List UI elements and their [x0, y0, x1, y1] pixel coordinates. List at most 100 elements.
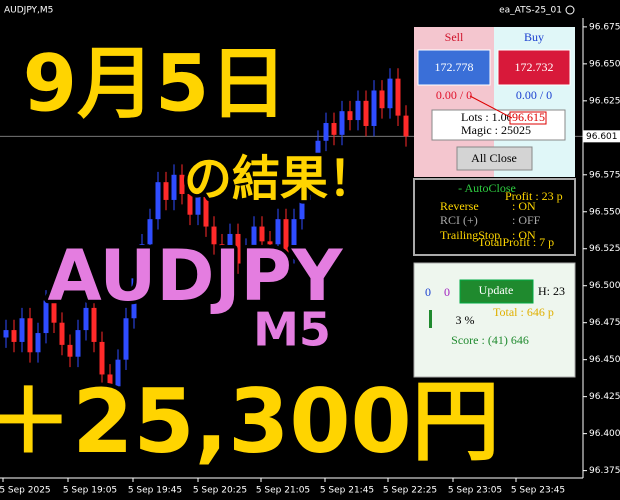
y-tick-label: 96.675 [589, 22, 620, 32]
y-tick-label: 96.475 [589, 318, 620, 328]
price-link [469, 95, 513, 119]
candle-body [259, 226, 265, 242]
y-tick-label: 96.400 [589, 429, 620, 439]
candle-body [379, 90, 385, 109]
y-tick-label: 96.500 [589, 281, 620, 291]
candle-body [227, 233, 233, 257]
candle-body [371, 90, 377, 126]
x-tick-label: 5 Sep 23:05 [448, 486, 502, 496]
candle-body [155, 182, 161, 220]
x-tick-label: 5 Sep 23:45 [511, 486, 565, 496]
price-box[interactable] [509, 111, 547, 125]
sell-button[interactable] [417, 49, 491, 86]
x-tick-label: 5 Sep 19:45 [128, 486, 182, 496]
candle-body [107, 374, 113, 387]
buy-price: 172.732 [515, 60, 554, 74]
candle-body [219, 244, 225, 257]
total: Total : 646 p [493, 305, 554, 319]
candle-body [355, 100, 361, 121]
overlay-pair: AUDJPY [47, 235, 343, 317]
trailing: TrailingStop [440, 228, 500, 242]
candle-body [3, 330, 9, 338]
candle-body [131, 278, 137, 319]
current-price-label: 96.601 [586, 132, 618, 142]
candle-body [347, 111, 353, 121]
candle-body [115, 359, 121, 387]
candle-body [179, 174, 185, 195]
candle-body [83, 307, 89, 331]
score: Score : (41) 646 [451, 333, 529, 347]
y-tick-label: 96.525 [589, 244, 620, 254]
overlay-result: の結果！ [184, 151, 376, 207]
x-tick-label: 5 Sep 22:25 [383, 486, 437, 496]
candle-body [35, 333, 41, 353]
y-tick-label: 96.625 [589, 96, 620, 106]
x-tick-label: 5 Sep 21:45 [320, 486, 374, 496]
candle-body [67, 344, 73, 357]
overlay-profit: ＋25,300円 [0, 370, 500, 473]
candle-body [171, 174, 177, 200]
total-profit: TotalProfit : 7 p [478, 235, 554, 249]
y-tick-label: 96.425 [589, 392, 620, 402]
count-b: 0 [444, 285, 450, 299]
reverse-value: : ON [512, 199, 536, 213]
candle-body [387, 78, 393, 109]
profit: Profit : 23 p [505, 189, 563, 203]
update-button-label: Update [479, 283, 514, 297]
candle-body [43, 300, 49, 334]
candle-body [307, 167, 313, 190]
indicator-bar [429, 310, 432, 328]
candle-body [123, 318, 129, 360]
auto-close: - AutoClose [458, 181, 516, 195]
y-tick-label: 96.650 [589, 59, 620, 69]
hours: H: 23 [538, 284, 565, 298]
reverse: Reverse [440, 199, 479, 213]
candle-body [323, 123, 329, 141]
price-label-bg [583, 130, 620, 143]
candle-body [27, 318, 33, 353]
count-a: 0 [425, 285, 431, 299]
status-panel [413, 178, 576, 256]
overlay-timeframe: M5 [253, 303, 331, 357]
candle-body [59, 322, 65, 345]
y-tick-label: 96.375 [589, 466, 620, 476]
candle-body [275, 219, 281, 245]
candle-body [339, 111, 345, 135]
buy-position: 0.00 / 0 [516, 88, 552, 102]
trailing-value: : ON [512, 228, 536, 242]
candles [3, 68, 409, 397]
buy-button[interactable] [497, 49, 571, 86]
x-tick-label: 5 Sep 19:05 [63, 486, 117, 496]
percent: 3 % [456, 313, 475, 327]
sell-position: 0.00 / 0 [436, 88, 472, 102]
candle-body [299, 189, 305, 220]
x-tick-label: 5 Sep 2025 [0, 486, 51, 496]
candle-body [395, 78, 401, 116]
candle-body [211, 226, 217, 245]
candle-body [11, 330, 17, 342]
window-title: AUDJPY,M5 [4, 6, 53, 16]
update-button[interactable] [459, 279, 534, 304]
candle-body [75, 330, 81, 357]
candle-body [331, 123, 337, 135]
ea-icon [565, 5, 575, 15]
candle-body [291, 219, 297, 254]
magic: Magic : 25025 [461, 123, 531, 137]
candle-body [99, 341, 105, 375]
candle-body [243, 248, 249, 264]
candle-body [235, 233, 241, 264]
candle-body [91, 307, 97, 342]
candle-body [403, 115, 409, 137]
candle-body [19, 318, 25, 342]
close-button[interactable] [456, 146, 533, 171]
overlay-date: 9月5日 [23, 39, 288, 129]
candle-body [147, 219, 153, 245]
sell-label: Sell [445, 30, 464, 44]
candle-body [251, 226, 257, 249]
candle-body [283, 219, 289, 254]
price-box-value: 96.615 [512, 110, 545, 124]
candle-body [267, 241, 273, 245]
candle-body [139, 244, 145, 279]
candle-body [163, 182, 169, 200]
